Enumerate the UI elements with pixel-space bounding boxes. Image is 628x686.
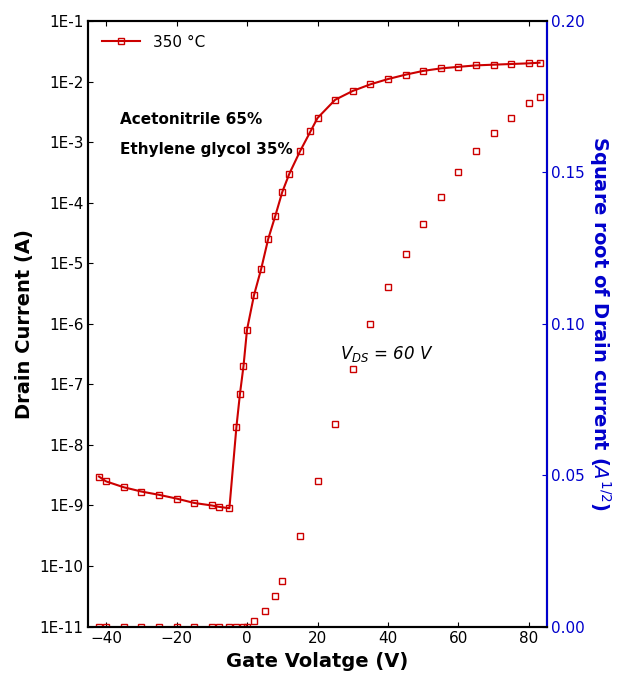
X-axis label: Gate Volatge (V): Gate Volatge (V) <box>226 652 409 671</box>
Text: $V_{DS}$ = 60 V: $V_{DS}$ = 60 V <box>340 344 434 364</box>
Legend: 350 °C: 350 °C <box>96 29 211 56</box>
Text: Acetonitrile 65%: Acetonitrile 65% <box>121 112 263 127</box>
Y-axis label: Square root of Drain current ($A^{1/2}$): Square root of Drain current ($A^{1/2}$) <box>587 137 613 511</box>
Y-axis label: Drain Current (A): Drain Current (A) <box>15 229 34 418</box>
Text: Ethylene glycol 35%: Ethylene glycol 35% <box>121 142 293 157</box>
